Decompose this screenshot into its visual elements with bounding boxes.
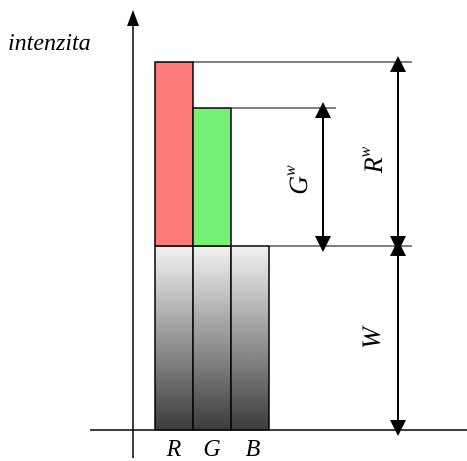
y-axis-arrow-icon: [127, 10, 139, 26]
bar-b-white: [230, 245, 270, 431]
label-rw: Rw: [357, 146, 388, 174]
bar-r-excess: [154, 61, 194, 247]
bar-label-g: G: [203, 436, 220, 461]
bar-g-white: [192, 245, 232, 431]
label-w: W: [357, 325, 386, 349]
bar-r-white: [154, 245, 194, 431]
label-rw-sup: w: [357, 146, 374, 157]
y-axis-label: intenzita: [8, 30, 91, 56]
bar-g-excess: [192, 107, 232, 247]
bar-label-b: B: [246, 436, 261, 461]
bar-label-r: R: [166, 436, 182, 461]
label-gw-sup: w: [282, 165, 299, 176]
label-gw: Gw: [282, 165, 313, 195]
